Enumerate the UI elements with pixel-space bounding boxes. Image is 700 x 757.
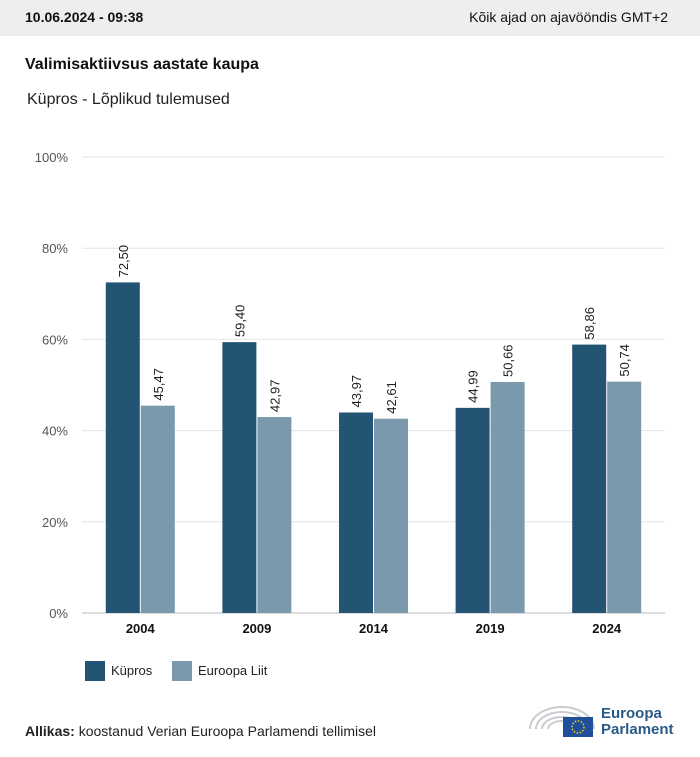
legend-swatch-kupros (85, 661, 105, 681)
bar (105, 282, 140, 613)
logo-line1: Euroopa (601, 705, 662, 722)
bar (490, 381, 525, 613)
source-note: Allikas: koostanud Verian Euroopa Parlam… (25, 723, 376, 739)
bar (257, 417, 292, 613)
source-text: koostanud Verian Euroopa Parlamendi tell… (78, 723, 376, 739)
data-label: 50,74 (617, 344, 632, 377)
chart-subtitle: Küpros - Lõplikud tulemused (27, 91, 230, 108)
data-label: 72,50 (116, 245, 131, 278)
data-label: 43,97 (349, 375, 364, 408)
x-tick-label: 2014 (359, 621, 389, 636)
y-tick-label: 100% (35, 150, 69, 165)
x-tick-label: 2024 (592, 621, 622, 636)
y-tick-label: 80% (42, 241, 68, 256)
x-tick-label: 2019 (476, 621, 505, 636)
legend-label-eu: Euroopa Liit (198, 663, 268, 678)
legend-swatch-eu (172, 661, 192, 681)
data-label: 42,61 (384, 381, 399, 414)
ep-logo: Euroopa Parlament (528, 703, 678, 741)
bar (339, 412, 373, 613)
parliament-hemicycle-icon (529, 706, 595, 737)
datetime-label: 10.06.2024 - 09:38 (25, 9, 144, 25)
data-label: 59,40 (232, 305, 247, 338)
x-tick-label: 2004 (126, 621, 156, 636)
source-label: Allikas: (25, 723, 75, 739)
bar (374, 418, 408, 613)
bar (572, 344, 607, 613)
data-label: 50,66 (501, 344, 516, 377)
data-label: 42,97 (267, 380, 282, 413)
data-label: 58,86 (582, 307, 597, 340)
timezone-note: Kõik ajad on ajavööndis GMT+2 (469, 9, 668, 25)
y-tick-label: 0% (49, 606, 68, 621)
data-label: 44,99 (466, 370, 481, 403)
top-bar: 10.06.2024 - 09:38 Kõik ajad on ajavöönd… (0, 0, 700, 36)
data-label: 45,47 (151, 368, 166, 401)
y-tick-label: 20% (42, 515, 68, 530)
logo-line2: Parlament (601, 721, 674, 738)
bar-chart: 0% 20% 40% 60% 80% 100% 72,50 45,47 2004 59,40 42,… (35, 150, 665, 636)
bar (222, 342, 257, 613)
y-tick-label: 40% (42, 424, 68, 439)
bar (607, 381, 642, 613)
legend-label-kupros: Küpros (111, 663, 153, 678)
bar (455, 407, 490, 613)
chart-title: Valimisaktiivsus aastate kaupa (25, 56, 259, 73)
x-tick-label: 2009 (242, 621, 271, 636)
bar (140, 405, 175, 613)
y-tick-label: 60% (42, 332, 68, 347)
